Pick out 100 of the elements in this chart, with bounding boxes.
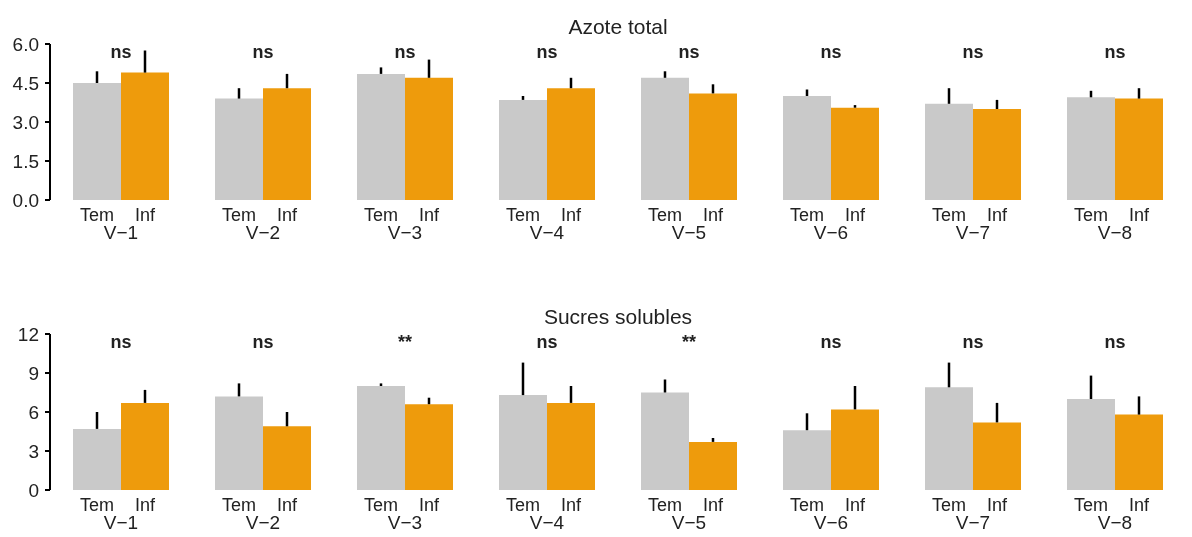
x-tick-label: V−5: [671, 222, 707, 243]
bar: [925, 387, 973, 490]
annotation: ns: [252, 332, 274, 352]
y-tick-label: 9: [28, 362, 39, 384]
bar: [215, 396, 263, 490]
text: Tem: [789, 495, 825, 515]
annotation: ns: [962, 42, 984, 62]
bar: [547, 402, 595, 490]
bar: [547, 88, 595, 200]
text: Inf: [276, 205, 298, 225]
bar: [73, 428, 121, 490]
annotation: ns: [536, 332, 558, 352]
y-tick-label: 0: [28, 479, 39, 501]
x-tick-label: V−4: [529, 222, 565, 243]
series-label: Tem: [79, 495, 115, 515]
bar: [1115, 414, 1163, 490]
text: Inf: [702, 205, 724, 225]
bar: [973, 422, 1021, 490]
annotation: ns: [820, 42, 842, 62]
text: Inf: [844, 205, 866, 225]
text: Inf: [986, 495, 1008, 515]
bar: [499, 99, 547, 200]
annotation: **: [681, 332, 697, 352]
x-tick-label: V−2: [245, 512, 281, 533]
annotation: ns: [678, 42, 700, 62]
text: Tem: [363, 495, 399, 515]
x-tick-label: V−7: [955, 512, 991, 533]
bar: [405, 404, 453, 490]
bar: [357, 73, 405, 200]
text: Inf: [276, 495, 298, 515]
text: Inf: [418, 205, 440, 225]
annotation: **: [397, 332, 413, 352]
bar: [263, 88, 311, 200]
series-label: Inf: [134, 495, 156, 515]
bar: [783, 96, 831, 200]
text: Tem: [1073, 495, 1109, 515]
bar: [499, 395, 547, 490]
bar: [831, 107, 879, 200]
y-tick-label: 3: [28, 440, 39, 462]
text: Inf: [986, 205, 1008, 225]
annotation: ns: [252, 42, 274, 62]
x-tick-label: V−6: [813, 512, 849, 533]
chart-title: Azote total: [568, 14, 668, 38]
text: Tem: [1073, 205, 1109, 225]
annotation: ns: [820, 332, 842, 352]
annotation: ns: [110, 42, 132, 62]
bar: [689, 93, 737, 200]
text: Inf: [1128, 205, 1150, 225]
bar: [641, 77, 689, 200]
series-label: Tem: [79, 205, 115, 225]
text: Tem: [647, 205, 683, 225]
x-tick-label: V−6: [813, 222, 849, 243]
x-tick-label: V−7: [955, 222, 991, 243]
text: Tem: [789, 205, 825, 225]
text: Tem: [221, 495, 257, 515]
text: Inf: [844, 495, 866, 515]
text: Tem: [647, 495, 683, 515]
x-tick-label: V−3: [387, 222, 423, 243]
text: Tem: [363, 205, 399, 225]
text: Tem: [505, 205, 541, 225]
y-tick-label: 12: [17, 323, 39, 345]
bar: [973, 109, 1021, 200]
bar: [121, 72, 169, 200]
y-tick-label: 6: [28, 401, 39, 423]
annotation: ns: [110, 332, 132, 352]
x-tick-label: V−8: [1097, 512, 1133, 533]
y-tick-label: 6.0: [12, 33, 39, 55]
bar: [1067, 399, 1115, 490]
annotation: ns: [1104, 42, 1126, 62]
text: Inf: [702, 495, 724, 515]
bar: [689, 441, 737, 490]
bar: [783, 430, 831, 490]
bar: [215, 98, 263, 200]
text: Inf: [1128, 495, 1150, 515]
x-tick-label: V−4: [529, 512, 565, 533]
bar: [831, 409, 879, 490]
annotation: ns: [962, 332, 984, 352]
text: Inf: [418, 495, 440, 515]
text: Tem: [505, 495, 541, 515]
y-tick-label: 4.5: [12, 72, 39, 94]
series-label: Inf: [134, 205, 156, 225]
x-tick-label: V−1: [103, 222, 139, 243]
x-tick-label: V−5: [671, 512, 707, 533]
bar: [263, 426, 311, 490]
annotation: ns: [394, 42, 416, 62]
chart-title: Sucres solubles: [543, 304, 693, 328]
bar: [641, 392, 689, 490]
bar: [357, 386, 405, 490]
text: Inf: [560, 495, 582, 515]
text: Tem: [221, 205, 257, 225]
x-tick-label: V−8: [1097, 222, 1133, 243]
text: Tem: [931, 495, 967, 515]
text: Inf: [560, 205, 582, 225]
y-tick-label: 1.5: [12, 150, 39, 172]
x-tick-label: V−3: [387, 512, 423, 533]
bar: [405, 77, 453, 200]
bar: [1067, 97, 1115, 200]
y-tick-label: 3.0: [12, 111, 39, 133]
annotation: ns: [1104, 332, 1126, 352]
bar: [121, 402, 169, 490]
